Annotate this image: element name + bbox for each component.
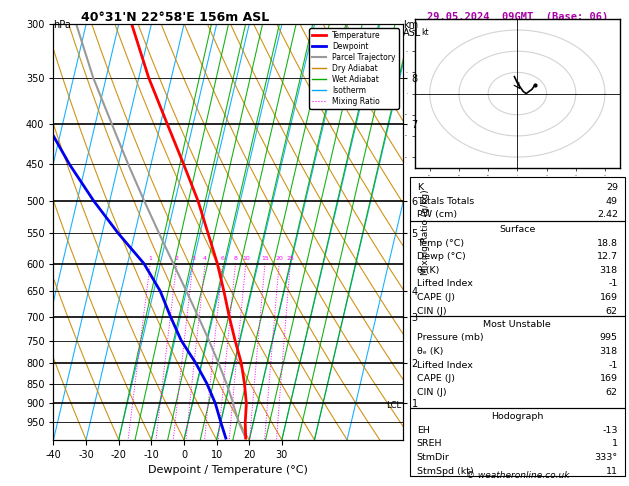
Text: ASL: ASL <box>403 28 421 38</box>
Text: 25: 25 <box>286 257 294 261</box>
Text: Lifted Index: Lifted Index <box>417 361 473 370</box>
Text: θₑ (K): θₑ (K) <box>417 347 443 356</box>
Text: Lifted Index: Lifted Index <box>417 279 473 289</box>
Text: 169: 169 <box>600 293 618 302</box>
Text: 62: 62 <box>606 388 618 397</box>
Text: 15: 15 <box>261 257 269 261</box>
Text: CAPE (J): CAPE (J) <box>417 293 455 302</box>
Text: 6: 6 <box>221 257 225 261</box>
Text: θₑ(K): θₑ(K) <box>417 266 440 275</box>
Text: 49: 49 <box>606 197 618 206</box>
Text: EH: EH <box>417 426 430 435</box>
Text: 1: 1 <box>148 257 152 261</box>
Text: 4: 4 <box>203 257 207 261</box>
Text: 318: 318 <box>599 347 618 356</box>
Text: 11: 11 <box>606 467 618 476</box>
Text: Pressure (mb): Pressure (mb) <box>417 333 484 343</box>
Text: 12.7: 12.7 <box>597 252 618 261</box>
Text: 3: 3 <box>191 257 195 261</box>
Text: km: km <box>403 20 418 31</box>
Text: Surface: Surface <box>499 225 535 234</box>
Text: -1: -1 <box>608 279 618 289</box>
Text: Temp (°C): Temp (°C) <box>417 239 464 248</box>
Text: K: K <box>417 183 423 192</box>
Text: StmDir: StmDir <box>417 453 450 462</box>
Text: Hodograph: Hodograph <box>491 412 543 421</box>
Text: 20: 20 <box>276 257 283 261</box>
Text: 62: 62 <box>606 307 618 316</box>
Text: 169: 169 <box>600 374 618 383</box>
Text: 40°31'N 22°58'E 156m ASL: 40°31'N 22°58'E 156m ASL <box>81 11 270 24</box>
X-axis label: Dewpoint / Temperature (°C): Dewpoint / Temperature (°C) <box>148 465 308 475</box>
Text: 8: 8 <box>233 257 238 261</box>
Text: 29: 29 <box>606 183 618 192</box>
Text: 995: 995 <box>600 333 618 343</box>
Text: 2.42: 2.42 <box>597 210 618 220</box>
Text: 2: 2 <box>175 257 179 261</box>
Text: © weatheronline.co.uk: © weatheronline.co.uk <box>465 471 569 480</box>
Text: 10: 10 <box>242 257 250 261</box>
Y-axis label: Mixing Ratio (g/kg): Mixing Ratio (g/kg) <box>421 189 430 275</box>
Text: CAPE (J): CAPE (J) <box>417 374 455 383</box>
Text: 318: 318 <box>599 266 618 275</box>
Text: 333°: 333° <box>594 453 618 462</box>
Text: Totals Totals: Totals Totals <box>417 197 474 206</box>
Text: LCL: LCL <box>386 401 401 410</box>
Text: kt: kt <box>421 28 428 37</box>
Text: 18.8: 18.8 <box>597 239 618 248</box>
Text: StmSpd (kt): StmSpd (kt) <box>417 467 474 476</box>
Text: 1: 1 <box>612 439 618 449</box>
Text: 29.05.2024  09GMT  (Base: 06): 29.05.2024 09GMT (Base: 06) <box>426 12 608 22</box>
Text: PW (cm): PW (cm) <box>417 210 457 220</box>
Legend: Temperature, Dewpoint, Parcel Trajectory, Dry Adiabat, Wet Adiabat, Isotherm, Mi: Temperature, Dewpoint, Parcel Trajectory… <box>309 28 399 109</box>
Text: Most Unstable: Most Unstable <box>484 320 551 329</box>
Text: CIN (J): CIN (J) <box>417 307 447 316</box>
Text: -1: -1 <box>608 361 618 370</box>
Text: -13: -13 <box>603 426 618 435</box>
Text: SREH: SREH <box>417 439 442 449</box>
Text: CIN (J): CIN (J) <box>417 388 447 397</box>
Text: hPa: hPa <box>53 20 71 31</box>
Text: Dewp (°C): Dewp (°C) <box>417 252 465 261</box>
